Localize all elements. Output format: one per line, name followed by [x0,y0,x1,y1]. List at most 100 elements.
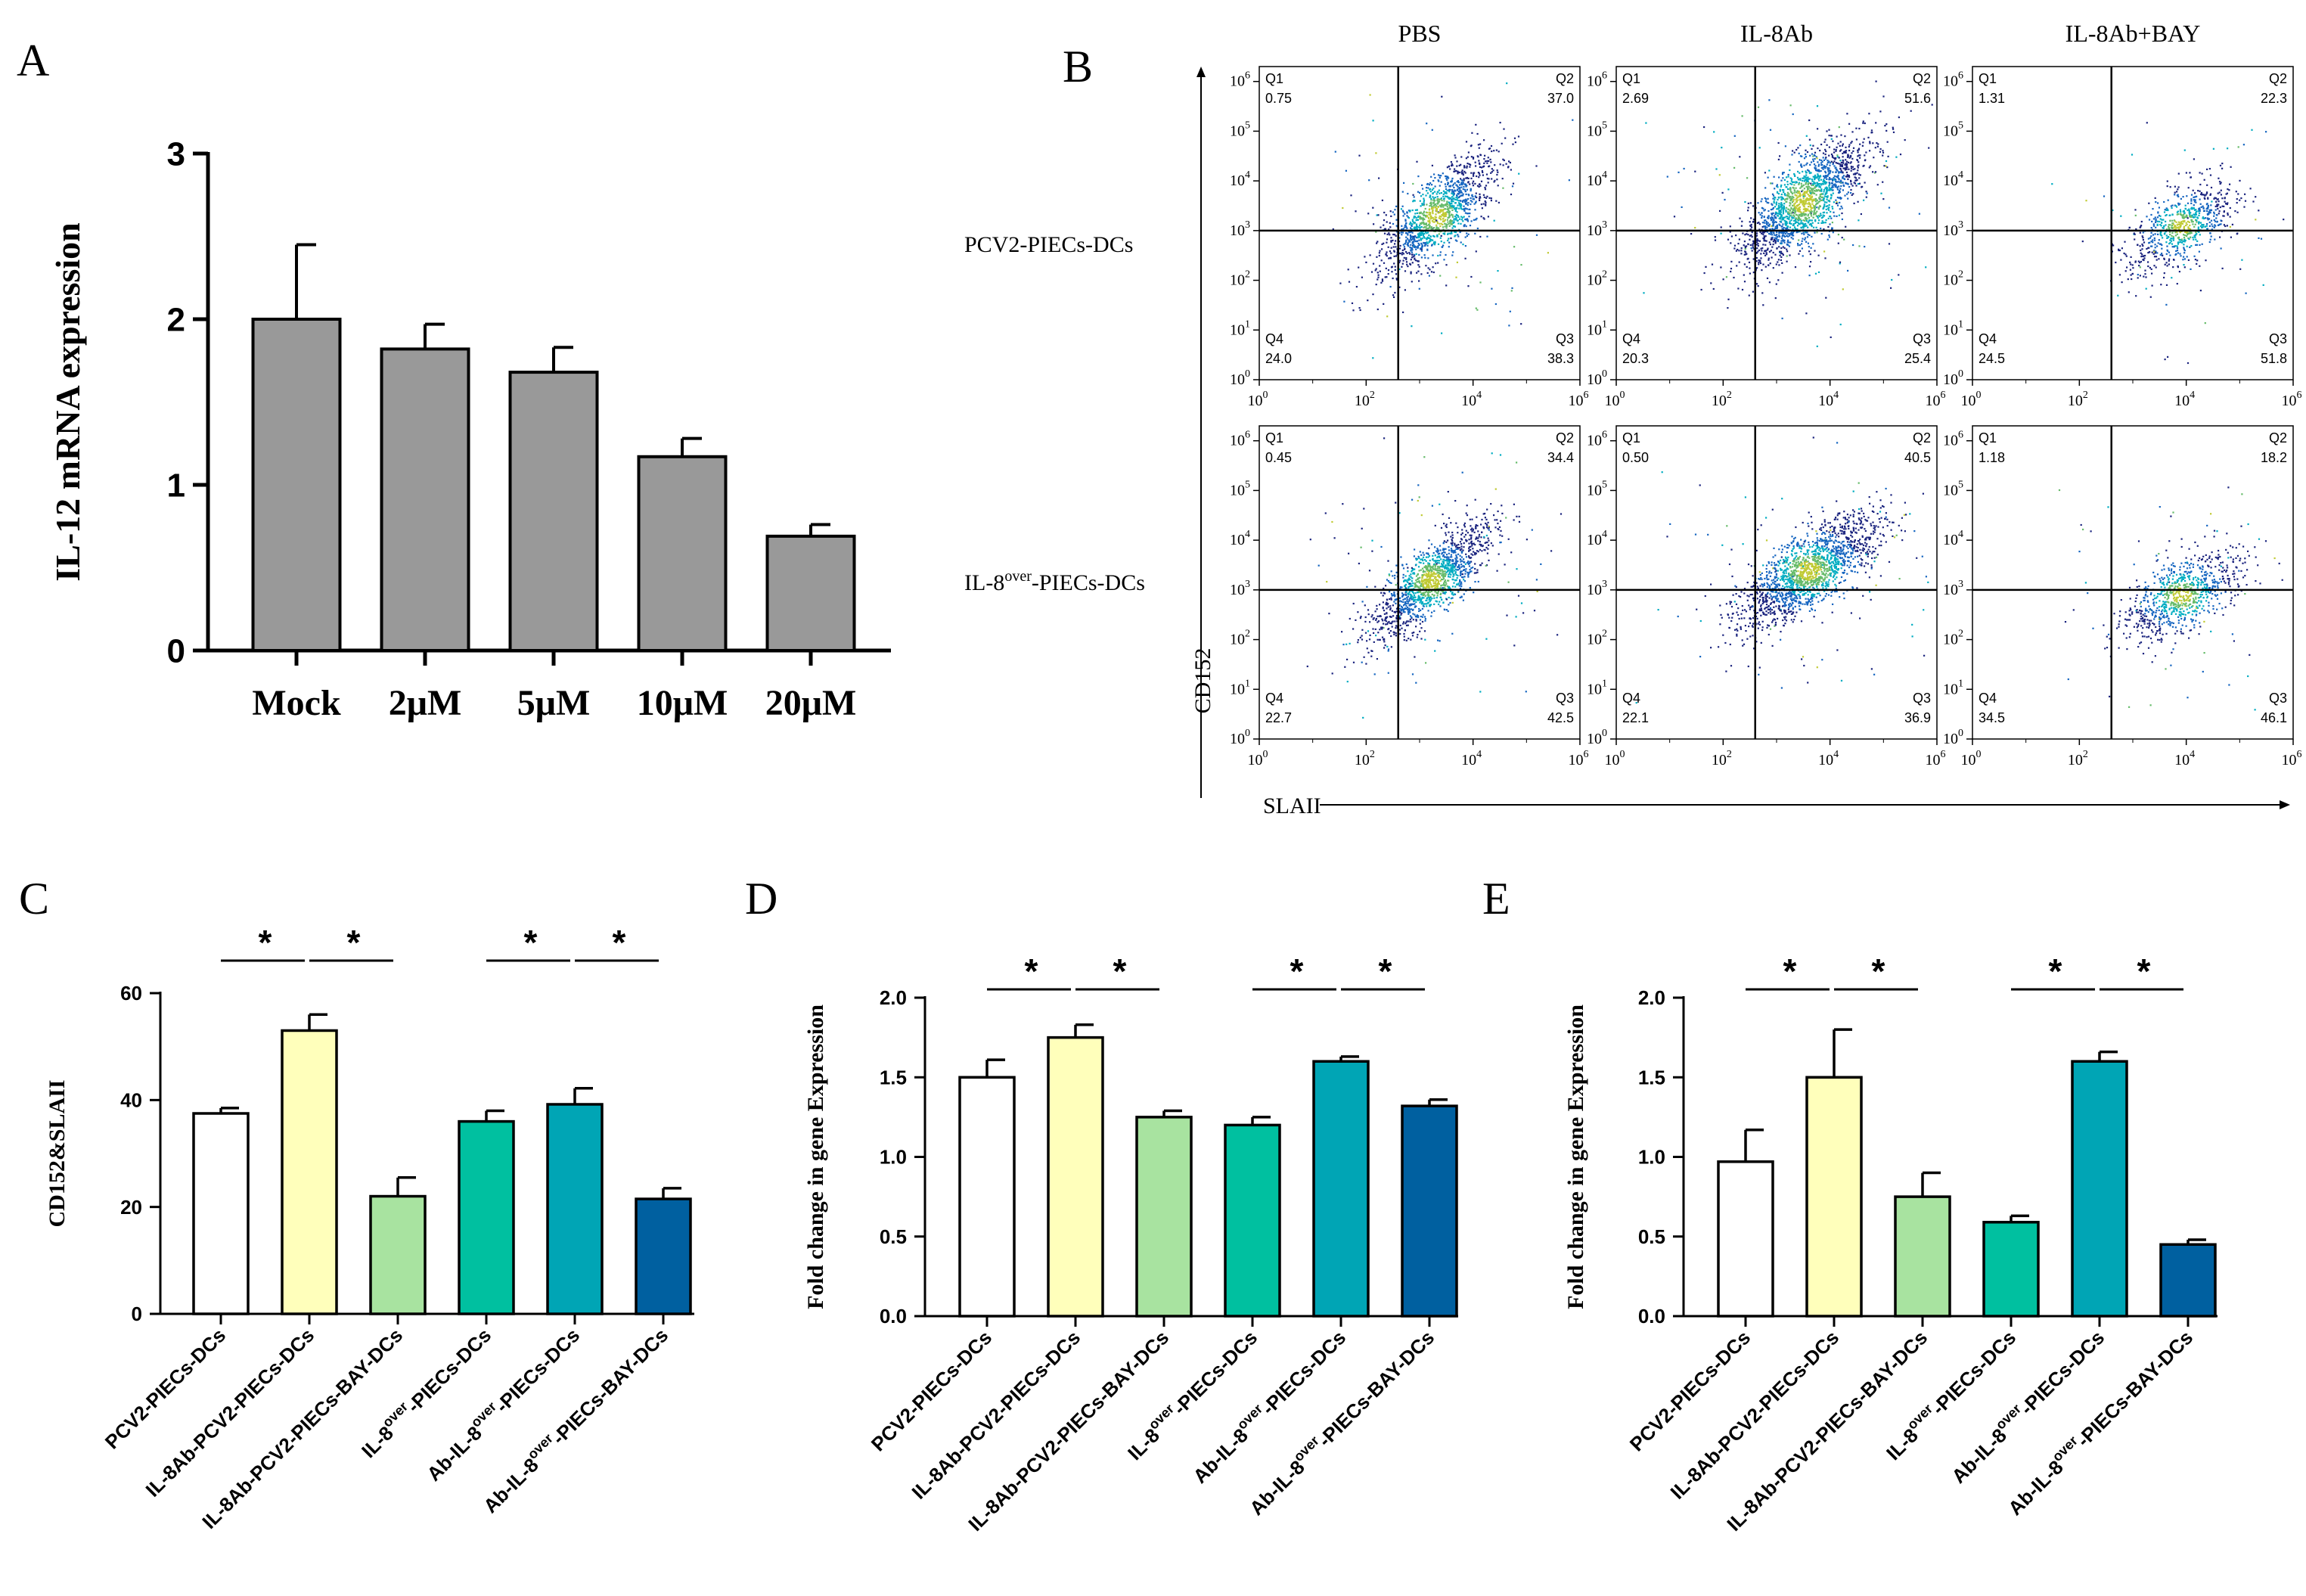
event-dot [1815,169,1818,172]
event-dot [1454,154,1456,157]
event-dot [1810,213,1812,216]
event-dot [1411,570,1413,573]
event-dot [1772,206,1774,209]
event-dot [1786,248,1788,250]
event-dot [1445,195,1447,197]
event-dot [1429,188,1431,191]
event-dot [2129,261,2131,263]
event-dot [1828,206,1830,209]
event-dot [1465,198,1467,200]
event-dot [2183,258,2186,260]
event-dot [1460,171,1463,173]
event-dot [1451,200,1454,202]
event-dot [1422,559,1424,562]
event-dot [1376,615,1379,617]
event-dot [1428,597,1430,599]
event-dot [1785,232,1787,235]
event-dot [1793,189,1795,191]
event-dot [2187,217,2189,219]
event-dot [1758,147,1761,149]
event-dot [1812,155,1814,157]
event-dot [2183,210,2185,213]
event-dot [1828,172,1830,175]
event-dot [1823,215,1826,217]
event-dot [1736,248,1739,251]
event-dot [2205,192,2208,194]
event-dot [1453,193,1455,195]
dot-cloud [2051,122,2285,365]
event-dot [2132,267,2134,269]
event-dot [1428,184,1430,186]
event-dot [2218,203,2220,206]
event-dot [1504,137,1507,139]
event-dot [1738,250,1740,252]
event-dot [1419,212,1421,214]
event-dot [1809,154,1811,157]
event-dot [1845,164,1848,166]
event-dot [1786,225,1789,228]
event-dot [1420,216,1422,219]
event-dot [1451,254,1454,256]
event-dot [2183,239,2186,241]
event-dot [2220,189,2222,191]
event-dot [1788,212,1790,214]
event-dot [1799,218,1802,220]
event-dot [1415,682,1417,684]
event-dot [1783,184,1786,186]
event-dot [2189,231,2191,233]
event-dot [2167,356,2169,358]
event-dot [2148,202,2150,204]
event-dot [1826,196,1829,198]
event-dot [1407,577,1411,579]
event-dot [1743,281,1746,283]
event-dot [1439,185,1441,187]
event-dot [1865,151,1867,154]
event-dot [2143,275,2145,278]
event-dot [1434,546,1436,548]
event-dot [1457,583,1459,585]
event-dot [1807,187,1809,190]
event-dot [1452,550,1454,552]
event-dot [2163,200,2165,203]
event-dot [1401,265,1403,268]
event-dot [1824,175,1826,178]
event-dot [1832,163,1834,166]
event-dot [1812,175,1814,178]
event-dot [1747,210,1749,212]
event-dot [2226,203,2228,206]
event-dot [1403,256,1405,259]
event-dot [1859,157,1861,159]
event-dot [1454,572,1457,575]
event-dot [1400,613,1402,616]
event-dot [1471,194,1473,197]
event-dot [1457,215,1459,217]
event-dot [1747,206,1749,209]
event-dot [2141,248,2143,250]
event-dot [2176,194,2178,197]
event-dot [1805,225,1807,227]
event-dot [1472,157,1475,160]
event-dot [1427,237,1429,239]
event-dot [2190,198,2193,200]
event-dot [2213,211,2215,213]
event-dot [1426,580,1429,582]
event-dot [1733,166,1736,169]
event-dot [2164,359,2166,361]
event-dot [1427,556,1429,558]
event-dot [1492,169,1494,172]
event-dot [2130,263,2132,265]
event-dot [1446,189,1448,191]
event-dot [2177,172,2180,175]
event-dot [1787,233,1789,235]
event-dot [1413,632,1415,634]
event-dot [1752,244,1754,247]
event-dot [1450,161,1452,163]
event-dot [1423,225,1426,228]
event-dot [1854,182,1857,185]
event-dot [1454,551,1457,554]
event-dot [1431,184,1433,186]
event-dot [2155,201,2157,203]
event-dot [1751,231,1753,234]
event-dot [1786,181,1789,183]
event-dot [1820,179,1823,181]
